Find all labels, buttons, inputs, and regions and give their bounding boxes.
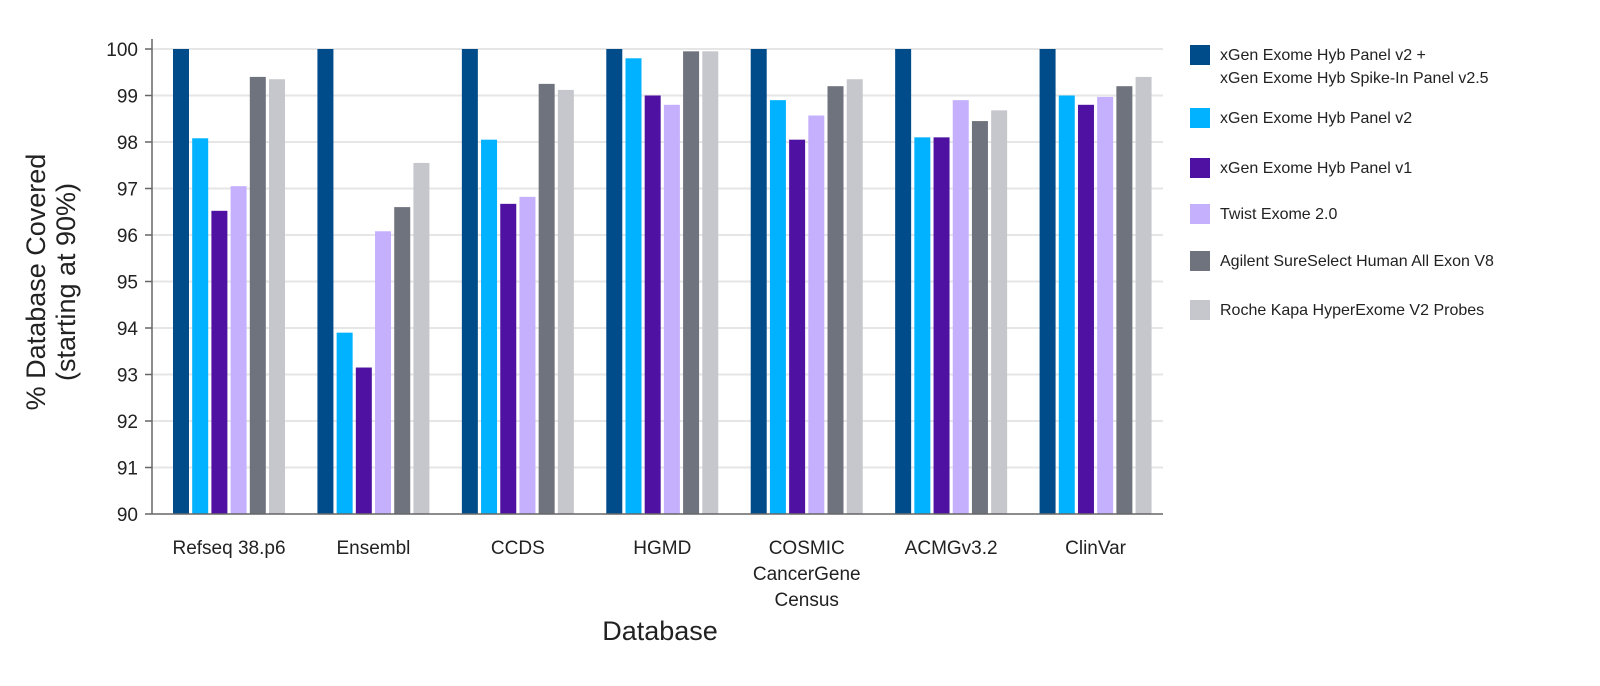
bar	[991, 110, 1008, 514]
x-axis-title: Database	[602, 616, 718, 646]
legend-swatch	[1190, 251, 1210, 271]
legend-label: Roche Kapa HyperExome V2 Probes	[1220, 302, 1485, 319]
bar	[461, 49, 478, 514]
legend-item: xGen Exome Hyb Panel v2	[1190, 108, 1412, 130]
y-tick-label: 94	[117, 319, 139, 340]
bar	[644, 95, 661, 514]
y-tick-label: 98	[117, 133, 138, 154]
bar	[557, 89, 574, 515]
bar	[808, 115, 825, 515]
legend-label: Agilent SureSelect Human All Exon V8	[1220, 253, 1494, 270]
legend-label: xGen Exome Hyb Panel v1	[1220, 160, 1413, 177]
bar	[1135, 76, 1152, 515]
bar	[1058, 95, 1075, 514]
x-tick-label: Ensembl	[336, 538, 410, 559]
bar	[249, 76, 266, 515]
bar	[914, 137, 931, 514]
bar	[336, 332, 353, 514]
bar	[846, 79, 863, 514]
y-tick-label: 99	[117, 87, 138, 108]
y-tick-label: 97	[117, 180, 138, 201]
legend-label: xGen Exome Hyb Panel v2 + xGen Exome Hyb…	[1220, 47, 1489, 87]
legend-item: Agilent SureSelect Human All Exon V8	[1190, 251, 1494, 273]
bar	[355, 367, 372, 514]
bar	[683, 51, 700, 514]
bar	[1116, 86, 1133, 514]
x-tick-label: ACMGv3.2	[905, 538, 998, 559]
legend-item: Twist Exome 2.0	[1190, 204, 1337, 226]
bar	[317, 49, 334, 514]
legend-swatch	[1190, 108, 1210, 128]
y-tick-label: 91	[117, 459, 138, 480]
y-tick-label: 95	[117, 273, 138, 294]
bar	[971, 121, 988, 514]
bar	[606, 49, 623, 514]
x-tick-label: ClinVar	[1065, 538, 1127, 559]
legend-item: xGen Exome Hyb Panel v2 + xGen Exome Hyb…	[1190, 45, 1489, 90]
legend-swatch	[1190, 300, 1210, 320]
bar	[1077, 104, 1094, 515]
bar	[827, 86, 844, 514]
bar	[1097, 96, 1114, 515]
bar	[538, 83, 555, 514]
x-tick-label: COSMIC CancerGene Census	[753, 538, 861, 611]
y-tick-label: 92	[117, 412, 138, 433]
bar	[173, 49, 189, 514]
bar	[625, 58, 642, 515]
legend-swatch	[1190, 45, 1210, 65]
y-tick-label: 90	[117, 505, 138, 526]
y-axis-title: % Database Covered(starting at 90%)	[21, 154, 81, 411]
x-tick-label: Refseq 38.p6	[172, 538, 285, 559]
y-tick-label: 93	[117, 366, 138, 387]
legend-label: Twist Exome 2.0	[1220, 206, 1338, 223]
bar	[933, 137, 950, 514]
bar	[952, 100, 969, 515]
x-tick-label: HGMD	[633, 538, 691, 559]
bar	[394, 207, 411, 514]
bar	[269, 79, 285, 514]
bar	[500, 203, 517, 514]
bar	[663, 104, 680, 515]
bar	[895, 49, 912, 514]
bar	[413, 162, 430, 515]
bar	[211, 210, 228, 514]
legend-swatch	[1190, 204, 1210, 224]
bar	[702, 51, 719, 514]
bar	[519, 196, 536, 514]
bar	[1039, 49, 1056, 514]
bar	[789, 139, 806, 515]
legend-item: xGen Exome Hyb Panel v1	[1190, 158, 1412, 180]
legend-swatch	[1190, 158, 1210, 178]
bar	[192, 138, 209, 514]
legend-label: xGen Exome Hyb Panel v2	[1220, 110, 1413, 127]
y-tick-label: 96	[117, 226, 138, 247]
x-tick-label: CCDS	[491, 538, 545, 559]
bar	[769, 100, 786, 515]
y-tick-label: 100	[106, 40, 138, 61]
legend-item: Roche Kapa HyperExome V2 Probes	[1190, 300, 1484, 322]
bar	[750, 49, 767, 514]
bar	[375, 231, 392, 514]
bar	[481, 139, 498, 515]
bar	[230, 186, 247, 515]
